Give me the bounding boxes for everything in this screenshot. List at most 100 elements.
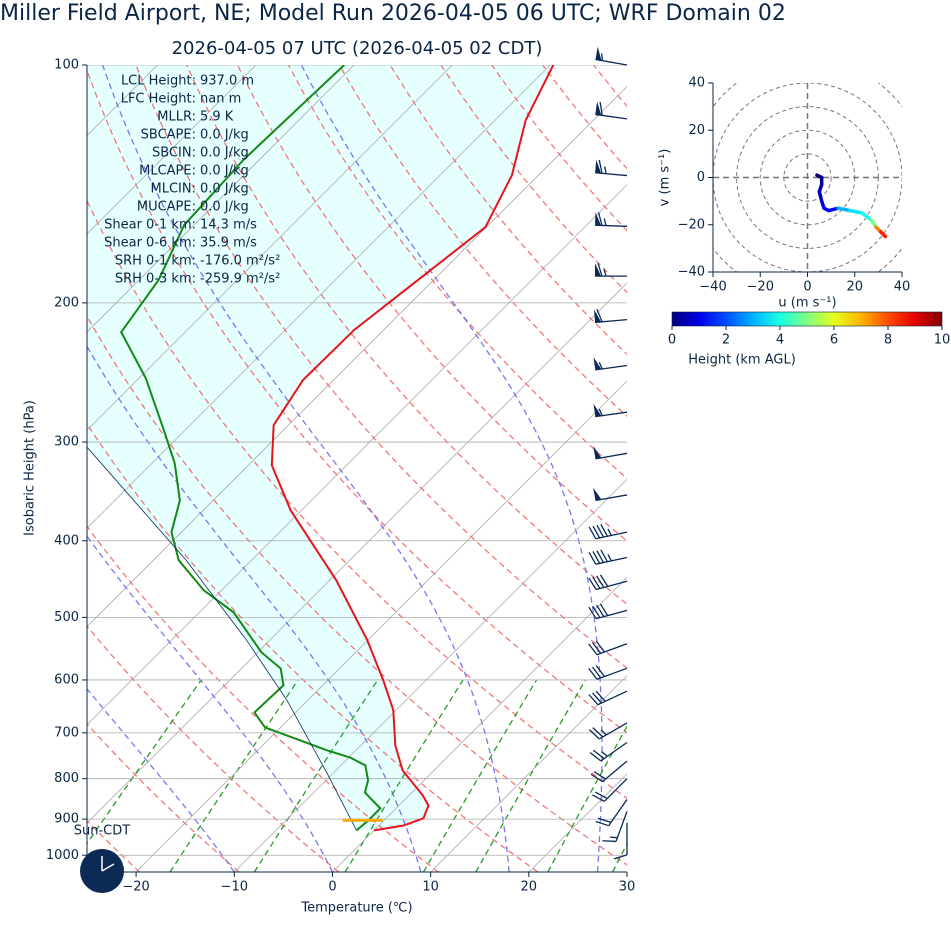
- mixing-ratio-line: [422, 679, 538, 872]
- wind-barb: [594, 212, 628, 227]
- mixing-ratio-line: [612, 842, 627, 872]
- isotherm: [87, 184, 627, 726]
- dry-adiabat: [491, 65, 627, 232]
- mixing-ratio-line: [475, 679, 587, 872]
- wind-barb: [593, 357, 628, 371]
- y-tick-label: 700: [54, 725, 79, 740]
- x-axis-label: u (m s⁻¹): [778, 296, 836, 311]
- wind-barb: [595, 799, 628, 827]
- stat-label: MLLR:: [157, 110, 196, 125]
- dry-adiabat: [87, 525, 439, 872]
- x-tick-label: −10: [221, 880, 248, 895]
- wind-barb: [588, 524, 628, 540]
- wind-barb: [588, 603, 628, 620]
- stat-value: nan m: [200, 92, 241, 107]
- wind-barb: [593, 403, 628, 418]
- dry-adiabat: [338, 65, 627, 418]
- wind-barb: [590, 760, 628, 783]
- dry-adiabat: [746, 65, 951, 872]
- moist-adiabat: [87, 535, 334, 872]
- colorbar-tick-label: 4: [776, 333, 784, 348]
- hodo-segment: [878, 230, 888, 239]
- y-tick-label: 600: [54, 672, 79, 687]
- stat-value: -176.0 m²/s²: [200, 254, 280, 269]
- wind-barb: [595, 262, 627, 277]
- stat-value: 0.0 J/kg: [200, 200, 249, 215]
- stat-label: SBCIN:: [152, 146, 196, 161]
- wind-barb: [602, 811, 628, 843]
- colorbar: [671, 311, 943, 327]
- wind-barb: [589, 741, 628, 762]
- dry-adiabat: [695, 65, 951, 872]
- stat-label: Shear 0-1 km:: [104, 218, 196, 233]
- x-tick-label: 20: [846, 280, 863, 295]
- y-tick-label: 400: [54, 533, 79, 548]
- dry-adiabat: [848, 65, 951, 872]
- colorbar-tick-label: 10: [934, 333, 951, 348]
- dry-adiabat: [440, 65, 627, 294]
- x-tick-label: 0: [328, 880, 336, 895]
- y-axis-label: Isobaric Height (hPa): [23, 400, 38, 536]
- stat-value: 937.0 m: [200, 74, 254, 89]
- hodo-area: [713, 83, 902, 272]
- dry-adiabat: [644, 65, 951, 872]
- y-tick-label: 200: [54, 295, 79, 310]
- isotherm: [87, 65, 551, 529]
- stat-label: MLCIN:: [151, 182, 196, 197]
- colorbar-tick-label: 8: [884, 333, 892, 348]
- x-tick-label: 0: [803, 280, 811, 295]
- colorbar-label: Height (km AGL): [688, 353, 796, 368]
- colorbar-tick-label: 0: [668, 333, 676, 348]
- stat-value: 14.3 m/s: [200, 218, 257, 233]
- stat-value: 0.0 J/kg: [200, 182, 249, 197]
- wind-barb: [588, 722, 628, 740]
- dry-adiabat: [87, 314, 627, 866]
- clock-hand: [101, 863, 115, 872]
- wind-barb: [595, 46, 628, 66]
- stat-label: LFC Height:: [121, 92, 196, 107]
- grid-line: [233, 478, 627, 872]
- mixing-ratio-line: [547, 725, 627, 872]
- hodo-segment: [848, 208, 864, 215]
- wind-barb: [595, 159, 628, 177]
- wind-barb: [593, 308, 628, 324]
- dry-adiabat: [593, 65, 627, 108]
- dry-adiabat: [87, 625, 340, 872]
- plot-area: [87, 65, 951, 872]
- grid-line: [332, 576, 627, 872]
- wind-barb: [593, 446, 628, 460]
- y-axis-label: v (m s⁻¹): [658, 149, 673, 207]
- profile-line: [270, 65, 555, 832]
- dry-adiabat: [135, 65, 627, 669]
- stat-label: SRH 0-1 km:: [115, 254, 196, 269]
- dry-adiabat: [87, 422, 539, 872]
- stat-label: LCL Height:: [121, 74, 196, 89]
- x-tick-label: 10: [422, 880, 439, 895]
- stat-value: 0.0 J/kg: [200, 128, 249, 143]
- dry-adiabat: [287, 65, 627, 480]
- grid-line: [135, 380, 627, 872]
- x-tick-label: −20: [122, 880, 149, 895]
- hodo-segment: [860, 211, 874, 222]
- parcel-line: [87, 446, 357, 831]
- y-tick-label: 20: [688, 123, 705, 138]
- colorbar-tick-label: 2: [722, 333, 730, 348]
- wind-barb: [592, 778, 628, 802]
- y-tick-label: 900: [54, 812, 79, 827]
- dry-adiabat: [186, 65, 627, 606]
- stat-value: 35.9 m/s: [200, 236, 257, 251]
- x-tick-label: −40: [699, 280, 726, 295]
- page-title: Miller Field Airport, NE; Model Run 2026…: [0, 1, 786, 26]
- y-tick-label: 800: [54, 771, 79, 786]
- moist-adiabat: [629, 65, 743, 872]
- dry-adiabat: [542, 65, 627, 170]
- wind-barb: [593, 487, 628, 502]
- y-tick-label: 1000: [46, 848, 79, 863]
- chart-title: 2026-04-05 07 UTC (2026-04-05 02 CDT): [172, 38, 543, 59]
- x-axis-label: Temperature (℃): [300, 901, 412, 916]
- dry-adiabat: [87, 199, 627, 800]
- stat-value: -259.9 m²/s²: [200, 272, 280, 287]
- profile-line: [120, 65, 382, 832]
